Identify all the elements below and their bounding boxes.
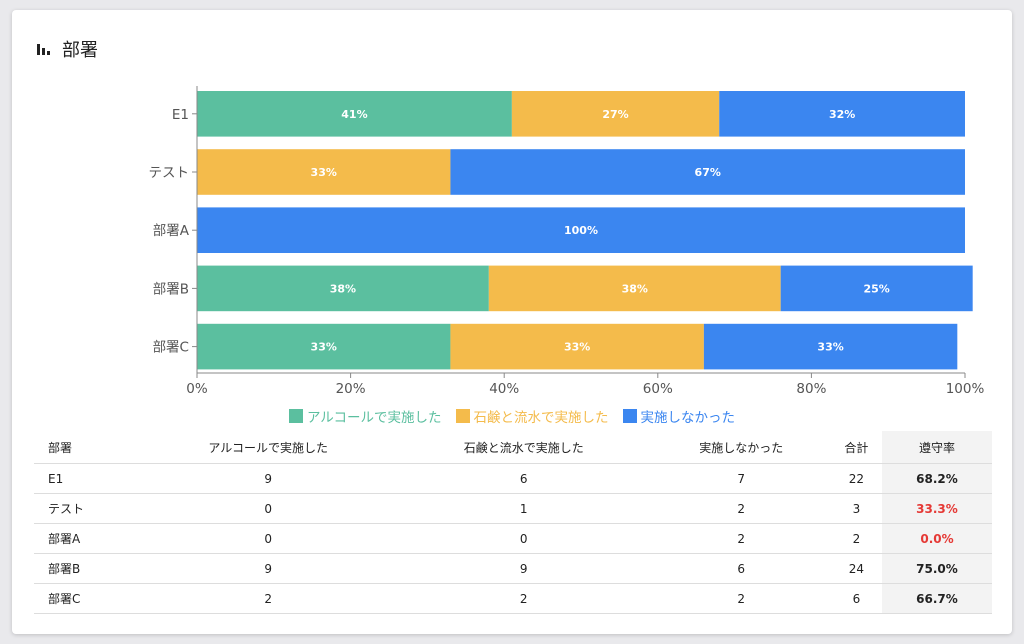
bar-data-label: 33% xyxy=(311,166,337,179)
bar-data-label: 33% xyxy=(311,341,337,354)
legend-swatch xyxy=(288,409,303,423)
stacked-bar-chart: 41% 27% 32% E1 33% 67% テスト 100% 部署A 38% 38% 25% 部署B 3… xyxy=(149,86,985,397)
cell-none: 7 xyxy=(651,463,831,494)
bar-chart-icon xyxy=(37,44,50,55)
x-tick-label: 20% xyxy=(336,381,366,397)
bar-segment xyxy=(197,323,451,370)
x-tick-label: 60% xyxy=(643,381,673,397)
legend-label: アルコールで実施した xyxy=(306,410,442,426)
legend-item[interactable]: 石鹸と流水で実施した xyxy=(455,406,609,426)
bar-data-label: 33% xyxy=(564,341,590,354)
bar-data-label: 32% xyxy=(829,108,855,121)
cell-none: 2 xyxy=(651,523,831,554)
header-none: 実施しなかった xyxy=(651,431,831,464)
bar-segment xyxy=(197,265,489,312)
header-soap: 石鹸と流水で実施した xyxy=(395,431,652,464)
cell-total: 6 xyxy=(830,583,882,614)
bar-segment xyxy=(450,323,704,370)
cell-none: 2 xyxy=(651,493,831,524)
cell-soap: 0 xyxy=(395,523,652,554)
bar-segment xyxy=(511,91,720,137)
x-tick-label: 80% xyxy=(796,381,826,397)
cell-total: 3 xyxy=(830,493,882,524)
table-row: E1 9 6 7 22 68.2% xyxy=(34,463,992,494)
bar-segment xyxy=(197,207,965,253)
bar-data-label: 100% xyxy=(564,224,598,237)
bar-data-label: 33% xyxy=(817,341,843,354)
bar-data-label: 38% xyxy=(330,282,356,295)
header-dept: 部署 xyxy=(34,431,141,464)
cell-alcohol: 9 xyxy=(140,463,396,494)
cell-compliance-rate: 66.7% xyxy=(882,583,992,614)
legend-label: 実施しなかった xyxy=(640,410,736,426)
bar-segment xyxy=(719,91,965,137)
cell-alcohol: 0 xyxy=(140,523,396,554)
cell-none: 6 xyxy=(651,553,831,584)
bar-segment xyxy=(197,91,512,137)
cell-soap: 1 xyxy=(395,493,652,524)
cell-dept: E1 xyxy=(34,463,141,494)
cell-dept: 部署A xyxy=(34,523,141,554)
bar-data-label: 38% xyxy=(622,282,648,295)
bar-segment xyxy=(780,265,973,312)
department-card: 部署 41% 27% 32% E1 33% 67% テスト 100% 部署A 38% 38% 25% 部… xyxy=(12,10,1012,634)
cell-compliance-rate: 33.3% xyxy=(882,493,992,524)
cell-total: 2 xyxy=(830,523,882,554)
table-row: 部署C 2 2 2 6 66.7% xyxy=(34,583,992,614)
cell-total: 22 xyxy=(830,463,882,494)
x-tick-label: 40% xyxy=(489,381,519,397)
card-header: 部署 xyxy=(36,36,98,62)
chart-legend: アルコールで実施した 石鹸と流水で実施した 実施しなかった xyxy=(12,406,1012,426)
cell-compliance-rate: 75.0% xyxy=(882,553,992,584)
bar-data-label: 41% xyxy=(341,108,367,121)
cell-dept: 部署C xyxy=(34,583,141,614)
header-compliance-rate: 遵守率 xyxy=(882,431,992,464)
cell-soap: 6 xyxy=(395,463,652,494)
cell-dept: 部署B xyxy=(34,553,141,584)
bar-data-label: 25% xyxy=(864,282,890,295)
bar-segment xyxy=(197,149,451,195)
cell-soap: 9 xyxy=(395,553,652,584)
y-tick-label: 部署B xyxy=(153,281,189,297)
legend-swatch xyxy=(622,409,637,423)
x-tick-label: 0% xyxy=(186,381,208,397)
card-title: 部署 xyxy=(62,40,98,61)
y-tick-label: テスト xyxy=(149,165,190,181)
table-header-row: 部署 アルコールで実施した 石鹸と流水で実施した 実施しなかった 合計 遵守率 xyxy=(34,431,992,464)
cell-none: 2 xyxy=(651,583,831,614)
cell-alcohol: 0 xyxy=(140,493,396,524)
bar-data-label: 27% xyxy=(602,108,628,121)
table-row: 部署B 9 9 6 24 75.0% xyxy=(34,553,992,584)
cell-soap: 2 xyxy=(395,583,652,614)
cell-compliance-rate: 68.2% xyxy=(882,463,992,494)
cell-alcohol: 2 xyxy=(140,583,396,614)
header-total: 合計 xyxy=(830,431,882,464)
bar-data-label: 67% xyxy=(695,166,721,179)
legend-swatch xyxy=(455,409,470,423)
cell-compliance-rate: 0.0% xyxy=(882,523,992,554)
legend-label: 石鹸と流水で実施した xyxy=(473,410,609,426)
department-table: 部署 アルコールで実施した 石鹸と流水で実施した 実施しなかった 合計 遵守率 … xyxy=(34,431,992,614)
y-tick-label: E1 xyxy=(172,107,189,123)
cell-total: 24 xyxy=(830,553,882,584)
table-row: テスト 0 1 2 3 33.3% xyxy=(34,493,992,524)
bar-segment xyxy=(703,323,958,370)
y-tick-label: 部署A xyxy=(153,223,190,239)
legend-item[interactable]: アルコールで実施した xyxy=(288,406,442,426)
y-tick-label: 部署C xyxy=(153,340,189,356)
legend-item[interactable]: 実施しなかった xyxy=(622,406,736,426)
header-alcohol: アルコールで実施した xyxy=(140,431,396,464)
cell-dept: テスト xyxy=(34,493,141,524)
bar-segment xyxy=(450,149,965,195)
table-row: 部署A 0 0 2 2 0.0% xyxy=(34,523,992,554)
bar-segment xyxy=(488,265,781,312)
cell-alcohol: 9 xyxy=(140,553,396,584)
x-tick-label: 100% xyxy=(946,381,985,397)
